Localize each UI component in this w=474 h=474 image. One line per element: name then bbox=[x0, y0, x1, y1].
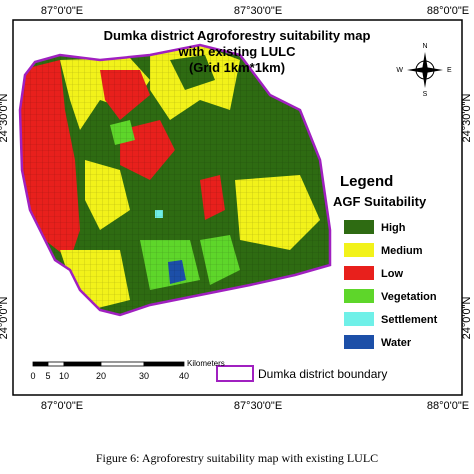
coord-label: 87°0'0"E bbox=[41, 5, 83, 17]
scale-segment bbox=[32, 361, 49, 367]
legend-swatch bbox=[344, 243, 374, 257]
scale-tick-label: 5 bbox=[45, 371, 50, 381]
legend-label: Low bbox=[381, 268, 403, 280]
scale-unit: Kilometers bbox=[187, 359, 225, 368]
coord-label: 24°0'0"N bbox=[0, 297, 10, 340]
legend-label: Vegetation bbox=[381, 291, 437, 303]
compass-label: S bbox=[423, 91, 428, 98]
legend-swatch bbox=[344, 335, 374, 349]
legend-swatch bbox=[344, 312, 374, 326]
coord-label: 88°0'0"E bbox=[427, 400, 469, 412]
scale-segment bbox=[143, 361, 185, 367]
compass-label: W bbox=[396, 67, 403, 74]
caption: Figure 6: Agroforestry suitability map w… bbox=[96, 451, 378, 465]
legend-swatch bbox=[344, 220, 374, 234]
scale-tick-label: 40 bbox=[179, 371, 189, 381]
scale-bar: Kilometers 0 5 10 20 30 40 bbox=[30, 359, 224, 381]
scale-segment bbox=[47, 361, 65, 367]
coord-label: 24°30'0"N bbox=[461, 93, 473, 142]
district-boundary bbox=[18, 43, 332, 317]
scale-tick-label: 0 bbox=[30, 371, 35, 381]
scale-tick-label: 30 bbox=[139, 371, 149, 381]
scale-tick-label: 20 bbox=[96, 371, 106, 381]
legend-label: High bbox=[381, 222, 406, 234]
legend-heading: Legend bbox=[340, 173, 393, 190]
legend-label: Settlement bbox=[381, 314, 438, 326]
coord-label: 87°30'0"E bbox=[234, 400, 282, 412]
legend-swatch bbox=[344, 289, 374, 303]
coord-label: 88°0'0"E bbox=[427, 5, 469, 17]
legend-swatch bbox=[344, 266, 374, 280]
boundary-label: Dumka district boundary bbox=[258, 367, 387, 381]
coord-label: 87°0'0"E bbox=[41, 400, 83, 412]
legend-label: Medium bbox=[381, 245, 423, 257]
scale-tick-label: 10 bbox=[59, 371, 69, 381]
scale-segment bbox=[63, 361, 102, 367]
compass-label: E bbox=[447, 67, 452, 74]
coord-label: 87°30'0"E bbox=[234, 5, 282, 17]
coord-label: 24°0'0"N bbox=[461, 297, 473, 340]
compass-label: N bbox=[422, 43, 427, 50]
map-title: (Grid 1km*1km) bbox=[189, 60, 285, 75]
boundary-swatch bbox=[216, 365, 254, 382]
legend: High Medium Low Vegetation Settlement Water bbox=[344, 220, 438, 349]
map-title: with existing LULC bbox=[178, 44, 297, 59]
map-title: Dumka district Agroforestry suitability … bbox=[104, 28, 371, 43]
legend-label: Water bbox=[381, 337, 412, 349]
scale-segment bbox=[100, 361, 145, 367]
north-arrow: N E S W bbox=[396, 43, 452, 98]
coord-label: 24°30'0"N bbox=[0, 93, 10, 142]
legend-subheading: AGF Suitability bbox=[333, 194, 427, 209]
